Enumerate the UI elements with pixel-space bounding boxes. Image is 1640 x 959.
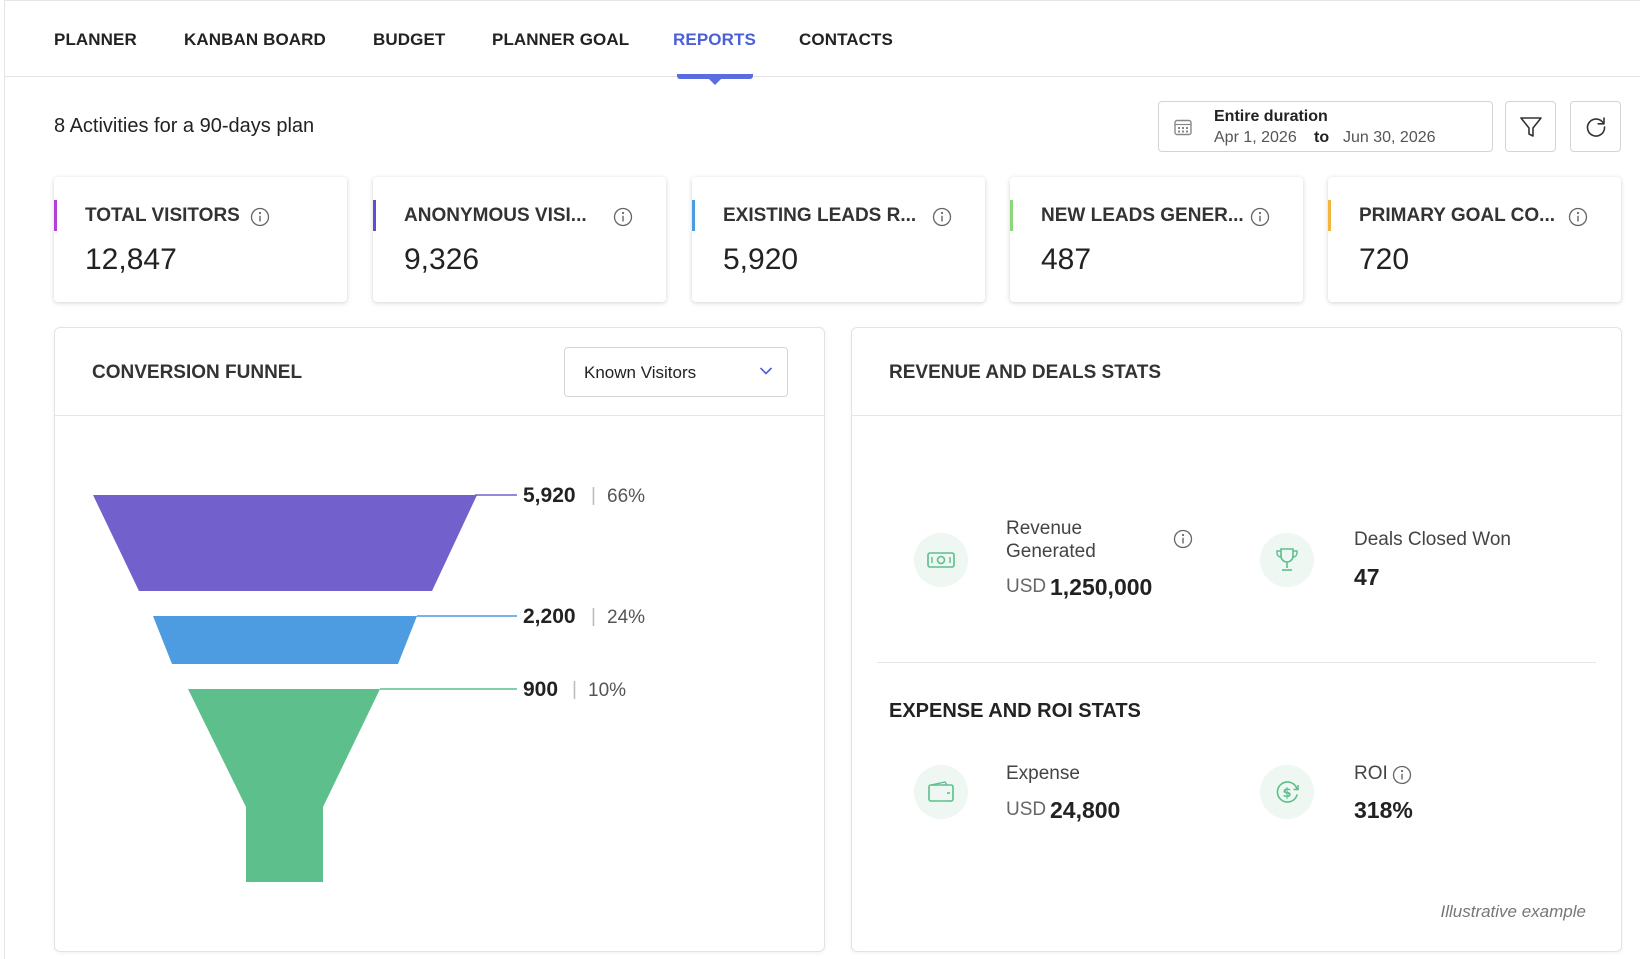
app-frame — [4, 0, 1640, 959]
tab-planner[interactable]: PLANNER — [54, 30, 137, 49]
kpi-label: EXISTING LEADS R... — [723, 205, 917, 226]
kpi-card-new-leads: NEW LEADS GENER... 487 — [1010, 177, 1303, 302]
funnel-stage-1-value: 5,920 — [523, 484, 576, 507]
tab-planner-goal[interactable]: PLANNER GOAL — [492, 30, 630, 49]
date-range-end: Jun 30, 2026 — [1343, 129, 1436, 146]
panel-title: CONVERSION FUNNEL — [92, 362, 303, 383]
roi-dollar-icon: $ — [1276, 781, 1299, 803]
revenue-label-line1: Revenue — [1006, 518, 1083, 539]
date-range-label: Entire duration — [1214, 108, 1328, 125]
wallet-icon — [928, 781, 954, 802]
expense-value: 24,800 — [1050, 797, 1121, 823]
kpi-value: 9,326 — [404, 243, 480, 276]
kpi-color-bar — [1010, 200, 1013, 231]
svg-text:$: $ — [1282, 786, 1291, 801]
kpi-card-existing-leads: EXISTING LEADS R... 5,920 — [692, 177, 985, 302]
tab-contacts[interactable]: CONTACTS — [799, 30, 893, 49]
roi-icon-wrap: $ — [1260, 765, 1314, 819]
info-icon[interactable] — [1173, 529, 1193, 549]
top-nav: PLANNER KANBAN BOARD BUDGET PLANNER GOAL… — [4, 0, 1640, 85]
tab-reports[interactable]: REPORTS — [673, 30, 756, 49]
funnel-stage-3[interactable] — [188, 689, 380, 882]
calendar-icon — [1174, 119, 1192, 136]
kpi-value: 5,920 — [723, 243, 799, 276]
funnel-stage-2-percent: 24% — [607, 607, 646, 628]
money-icon — [927, 552, 955, 568]
kpi-color-bar — [373, 200, 376, 231]
page-subtitle: 8 Activities for a 90-days plan — [54, 115, 315, 137]
panel-title: REVENUE AND DEALS STATS — [889, 362, 1162, 383]
kpi-color-bar — [54, 200, 57, 231]
info-icon[interactable] — [1568, 207, 1588, 227]
separator: | — [572, 679, 577, 700]
funnel-stage-3-percent: 10% — [588, 680, 627, 701]
funnel-stage-1[interactable] — [93, 495, 477, 591]
info-icon[interactable] — [613, 207, 633, 227]
kpi-card-primary-goal: PRIMARY GOAL CO... 720 — [1328, 177, 1621, 302]
visitor-type-dropdown[interactable]: Known Visitors — [564, 347, 788, 397]
revenue-value: 1,250,000 — [1050, 574, 1153, 600]
funnel-stage-2-value: 2,200 — [523, 605, 576, 628]
kpi-value: 487 — [1041, 243, 1092, 276]
expense-icon-wrap — [914, 765, 968, 819]
roi-value: 318% — [1354, 797, 1413, 823]
active-tab-indicator — [677, 74, 753, 85]
deals-value: 47 — [1354, 564, 1380, 590]
info-icon[interactable] — [250, 207, 270, 227]
kpi-label: ANONYMOUS VISI... — [404, 205, 587, 226]
funnel-stage-1-percent: 66% — [607, 486, 646, 507]
kpi-label: NEW LEADS GENER... — [1041, 205, 1244, 226]
revenue-icon-wrap — [914, 533, 968, 587]
kpi-card-anonymous-visitors: ANONYMOUS VISI... 9,326 — [373, 177, 666, 302]
kpi-label: PRIMARY GOAL CO... — [1359, 205, 1556, 226]
date-range-separator: to — [1314, 129, 1330, 146]
roi-label: ROI — [1354, 763, 1388, 784]
refresh-button[interactable] — [1570, 101, 1621, 152]
panel-header: REVENUE AND DEALS STATS — [852, 328, 1621, 416]
filter-icon — [1519, 116, 1542, 137]
conversion-funnel-panel: CONVERSION FUNNEL Known Visitors 5,920 |… — [54, 327, 825, 952]
tab-kanban-board[interactable]: KANBAN BOARD — [184, 30, 326, 49]
revenue-currency: USD — [1006, 576, 1047, 597]
funnel-stage-2[interactable] — [153, 616, 417, 664]
dropdown-value: Known Visitors — [584, 363, 697, 382]
deals-icon-wrap — [1260, 533, 1314, 587]
separator: | — [591, 485, 596, 506]
trophy-icon — [1276, 548, 1298, 571]
illustrative-note: Illustrative example — [1440, 902, 1586, 921]
expense-label: Expense — [1006, 763, 1080, 784]
kpi-value: 720 — [1359, 243, 1410, 276]
info-icon[interactable] — [1250, 207, 1270, 227]
deals-label: Deals Closed Won — [1354, 529, 1512, 550]
date-range-start: Apr 1, 2026 — [1214, 129, 1297, 146]
kpi-card-total-visitors: TOTAL VISITORS 12,847 — [54, 177, 347, 302]
info-icon[interactable] — [932, 207, 952, 227]
chevron-down-icon — [759, 367, 773, 375]
revenue-label-line2: Generated — [1006, 541, 1096, 562]
filter-button[interactable] — [1505, 101, 1556, 152]
expense-section-title: EXPENSE AND ROI STATS — [889, 700, 1141, 722]
section-divider — [877, 662, 1596, 663]
funnel-chart — [93, 494, 517, 882]
separator: | — [591, 606, 596, 627]
refresh-icon — [1586, 116, 1605, 137]
expense-currency: USD — [1006, 799, 1047, 820]
kpi-label: TOTAL VISITORS — [85, 205, 240, 226]
revenue-deals-panel: REVENUE AND DEALS STATS Revenue Generate… — [851, 327, 1622, 952]
funnel-stage-3-value: 900 — [523, 678, 559, 701]
date-range-picker[interactable]: Entire duration Apr 1, 2026 to Jun 30, 2… — [1158, 101, 1493, 152]
kpi-value: 12,847 — [85, 243, 177, 276]
kpi-color-bar — [1328, 200, 1331, 231]
kpi-color-bar — [692, 200, 695, 231]
panel-header: CONVERSION FUNNEL Known Visitors — [55, 328, 824, 416]
info-icon[interactable] — [1392, 765, 1412, 785]
tab-budget[interactable]: BUDGET — [373, 30, 446, 49]
